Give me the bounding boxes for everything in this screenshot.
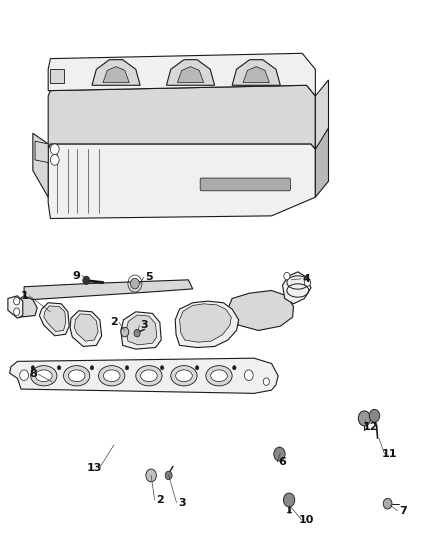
Circle shape xyxy=(160,366,164,370)
Polygon shape xyxy=(48,85,315,149)
Text: 9: 9 xyxy=(73,271,81,280)
Text: 4: 4 xyxy=(303,274,311,284)
Text: 11: 11 xyxy=(382,449,398,459)
Circle shape xyxy=(304,279,311,286)
Polygon shape xyxy=(175,301,239,348)
Circle shape xyxy=(146,469,156,482)
Ellipse shape xyxy=(171,366,197,386)
Polygon shape xyxy=(103,67,129,83)
Polygon shape xyxy=(228,290,293,330)
Text: 5: 5 xyxy=(145,272,153,282)
Polygon shape xyxy=(92,60,140,85)
Ellipse shape xyxy=(31,366,57,386)
Ellipse shape xyxy=(136,366,162,386)
Polygon shape xyxy=(232,60,280,85)
Ellipse shape xyxy=(64,366,90,386)
Text: 2: 2 xyxy=(156,495,164,505)
Polygon shape xyxy=(126,315,157,345)
Text: 1: 1 xyxy=(20,291,28,301)
Circle shape xyxy=(358,411,371,426)
Circle shape xyxy=(244,370,253,381)
Circle shape xyxy=(283,493,295,507)
Polygon shape xyxy=(35,141,48,163)
Polygon shape xyxy=(70,311,102,346)
Ellipse shape xyxy=(103,370,120,382)
Text: 7: 7 xyxy=(399,506,407,515)
Polygon shape xyxy=(74,314,98,341)
Polygon shape xyxy=(44,306,66,332)
Text: 3: 3 xyxy=(178,498,186,507)
Ellipse shape xyxy=(176,370,192,382)
Text: 13: 13 xyxy=(86,463,102,473)
Circle shape xyxy=(263,378,269,385)
Circle shape xyxy=(14,308,20,316)
Text: 10: 10 xyxy=(299,515,314,524)
Ellipse shape xyxy=(68,370,85,382)
Circle shape xyxy=(90,366,94,370)
Ellipse shape xyxy=(141,370,157,382)
Circle shape xyxy=(50,144,59,155)
Polygon shape xyxy=(24,280,193,300)
Circle shape xyxy=(195,366,199,370)
Circle shape xyxy=(57,366,61,370)
Text: 8: 8 xyxy=(29,369,37,379)
Circle shape xyxy=(369,409,380,422)
Circle shape xyxy=(20,370,28,381)
Polygon shape xyxy=(315,80,328,149)
Circle shape xyxy=(134,329,140,337)
Ellipse shape xyxy=(206,366,232,386)
FancyBboxPatch shape xyxy=(200,178,290,191)
Circle shape xyxy=(274,447,285,461)
Circle shape xyxy=(121,327,129,337)
Polygon shape xyxy=(180,304,231,342)
Circle shape xyxy=(31,366,35,370)
Polygon shape xyxy=(283,272,311,304)
Text: 12: 12 xyxy=(362,423,378,432)
Circle shape xyxy=(233,366,236,370)
Polygon shape xyxy=(166,60,215,85)
Circle shape xyxy=(383,498,392,509)
Circle shape xyxy=(14,297,20,305)
Polygon shape xyxy=(121,312,161,349)
Polygon shape xyxy=(48,144,315,219)
Polygon shape xyxy=(315,128,328,197)
Circle shape xyxy=(50,155,59,165)
Text: 3: 3 xyxy=(141,320,148,330)
Polygon shape xyxy=(177,67,204,83)
Polygon shape xyxy=(8,296,23,318)
Text: 6: 6 xyxy=(279,457,286,467)
Polygon shape xyxy=(50,69,64,83)
Circle shape xyxy=(125,366,129,370)
Polygon shape xyxy=(33,133,48,197)
Polygon shape xyxy=(39,303,69,336)
Polygon shape xyxy=(243,67,269,83)
Polygon shape xyxy=(11,296,37,317)
Text: 2: 2 xyxy=(110,318,118,327)
Circle shape xyxy=(131,278,139,289)
Ellipse shape xyxy=(211,370,227,382)
Polygon shape xyxy=(48,53,315,96)
Polygon shape xyxy=(10,358,278,393)
Ellipse shape xyxy=(99,366,125,386)
Ellipse shape xyxy=(35,370,52,382)
Circle shape xyxy=(83,276,90,285)
Circle shape xyxy=(284,272,290,280)
Circle shape xyxy=(165,471,172,480)
